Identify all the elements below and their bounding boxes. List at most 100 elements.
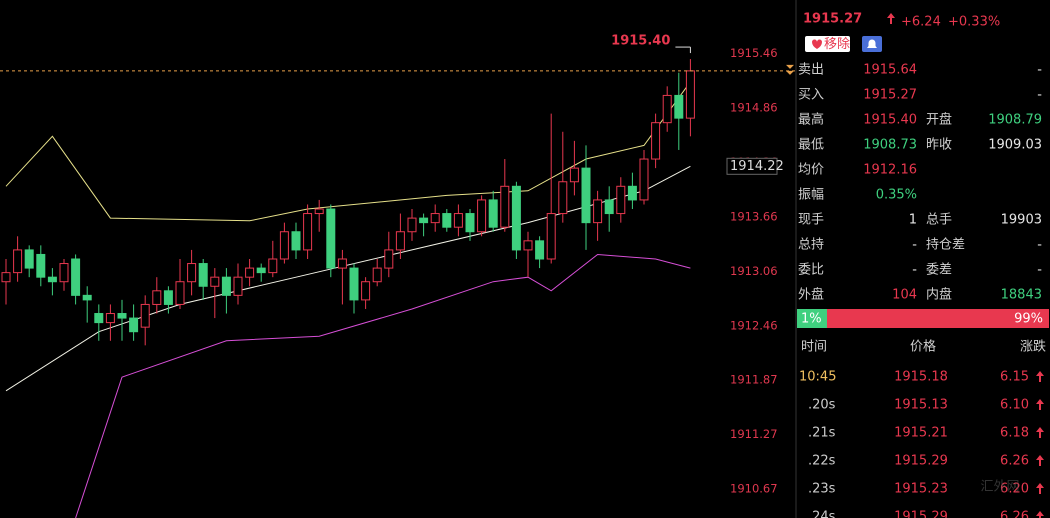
candle-body [384,249,394,269]
remove-label[interactable]: 移除 [824,37,850,52]
row-label: 最低 [798,138,824,153]
trade-header: 时间 [801,340,827,355]
candle-body [627,185,637,201]
candle-body [395,231,405,251]
trade-arrow [1036,399,1044,410]
candle-body [221,276,231,296]
candle-body [117,313,127,319]
row-label: 最高 [798,112,824,128]
candle-body [500,185,510,228]
y-tick-label: 1913.66 [730,210,778,224]
row-label: 均价 [798,163,824,178]
candle-body [685,70,695,119]
candle-body [36,253,46,278]
y-tick-label: 1914.86 [730,101,778,115]
price-percent: +0.33% [948,15,1000,30]
candle-body [349,267,359,301]
y-tick-label: 1915.46 [730,46,778,60]
row-value: 1912.16 [863,163,917,178]
ratio-buy-label: 1% [801,312,822,327]
ratio-sell-label: 99% [1014,312,1043,327]
candle-body [639,158,649,201]
candle-body [651,122,661,160]
candle-body [337,258,347,269]
trade-time: 10:45 [799,370,836,385]
row-value: 1908.73 [863,138,917,153]
row-value: - [912,238,917,253]
candle-body [94,313,104,324]
row-value: 1908.79 [988,113,1042,128]
ratio-sell [827,309,1049,328]
candle-body [291,231,301,251]
candle-body [13,249,23,274]
price-change: +6.24 [901,15,941,30]
candle-body [569,167,579,183]
row-value: - [1037,263,1042,278]
trade-price: 1915.18 [894,370,948,385]
candle-body [82,294,92,301]
candle-body [558,181,568,215]
trade-price: 1915.13 [894,398,948,413]
candle-body [233,276,243,296]
trade-time: .21s [808,426,836,441]
candle-body [442,213,452,228]
row-value: - [1037,63,1042,78]
candle-body [105,313,115,324]
candle-body [163,290,173,305]
row-label: 振幅 [798,188,824,203]
band-line [75,253,691,518]
candle-body [314,208,324,215]
trade-arrow [1036,483,1044,494]
trade-price: 1915.23 [894,482,948,497]
bell-icon [867,39,877,48]
trade-change: 6.26 [1000,510,1029,518]
y-tick-label: 1911.27 [730,427,778,441]
mid-label-box [726,157,778,175]
candle-body [581,167,591,224]
candle-body [175,281,185,305]
candle-body [140,303,150,328]
candle-body [511,185,521,251]
candle-body [303,213,313,251]
candle-body [47,276,57,283]
row-value: 0.35% [876,188,917,203]
high-label: 1915.40 [611,34,670,49]
candle-body [187,263,197,283]
row-label: 持仓差 [926,238,965,253]
row-label: 外盘 [798,287,824,303]
candle-body [616,185,626,215]
candle-body [523,240,533,251]
row-value: 1915.27 [863,88,917,103]
row-label: 总手 [926,213,952,228]
trade-time: .22s [808,454,836,469]
row-label: 现手 [798,213,824,228]
candle-body [210,276,220,287]
candle-body [430,213,440,224]
band-line [5,81,691,222]
trade-header: 价格 [910,339,936,355]
price-marker [786,64,794,75]
y-tick-label: 1911.87 [730,372,778,386]
trade-change: 6.10 [1000,398,1029,413]
row-value: 104 [892,288,917,303]
candle-body [662,94,672,124]
candle-body [152,290,162,305]
trade-time: .24s [808,510,836,518]
trade-arrow [1036,511,1044,518]
trade-change: 6.26 [1000,454,1029,469]
candle-body [604,199,614,215]
mid-label: 1914.22 [730,159,784,174]
up-arrow [887,13,895,24]
row-value: 1 [909,213,917,228]
candle-body [535,240,545,260]
row-value: 1915.64 [863,63,917,78]
candle-body [245,267,255,278]
row-label: 买入 [798,88,824,103]
row-value: - [1037,238,1042,253]
candle-body [477,199,487,233]
row-label: 内盘 [926,287,952,303]
row-value: 18843 [1001,288,1042,303]
row-label: 卖出 [798,63,824,78]
row-label: 开盘 [926,112,952,128]
y-tick-label: 1912.46 [730,319,778,333]
